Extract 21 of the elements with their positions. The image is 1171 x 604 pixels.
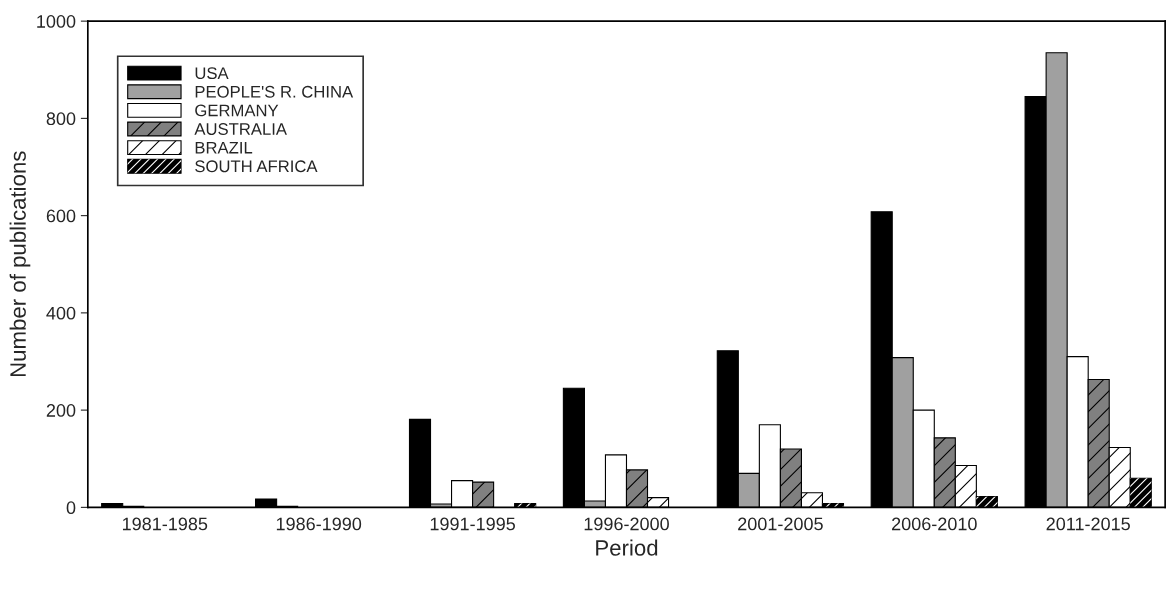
y-tick-label: 1000 <box>37 15 76 28</box>
legend-label: PEOPLE'S R. CHINA <box>195 85 354 98</box>
y-tick-label: 800 <box>46 112 76 126</box>
x-axis-title: Period <box>596 539 658 556</box>
x-tick-label: 1991-1995 <box>430 517 515 531</box>
x-tick-label: 2001-2005 <box>738 517 823 531</box>
legend-label: BRAZIL <box>195 141 253 154</box>
legend-label: SOUTH AFRICA <box>195 160 318 173</box>
x-tick-label: 1981-1985 <box>122 517 208 531</box>
x-tick-label: 1996-2000 <box>584 517 669 531</box>
y-tick-label: 600 <box>46 209 76 223</box>
legend-label: AUSTRALIA <box>194 123 287 135</box>
y-tick-label: 0 <box>66 501 76 515</box>
x-tick-label: 2006-2010 <box>892 517 977 531</box>
legend-label: USA <box>195 67 229 80</box>
y-tick-label: 400 <box>46 306 76 320</box>
legend-label: GERMANY <box>195 104 279 117</box>
y-tick-label: 200 <box>46 404 76 417</box>
y-axis-title: Number of publications <box>9 151 31 377</box>
x-tick-label: 2011-2015 <box>1046 517 1130 531</box>
x-tick-label: 1986-1990 <box>276 517 362 531</box>
